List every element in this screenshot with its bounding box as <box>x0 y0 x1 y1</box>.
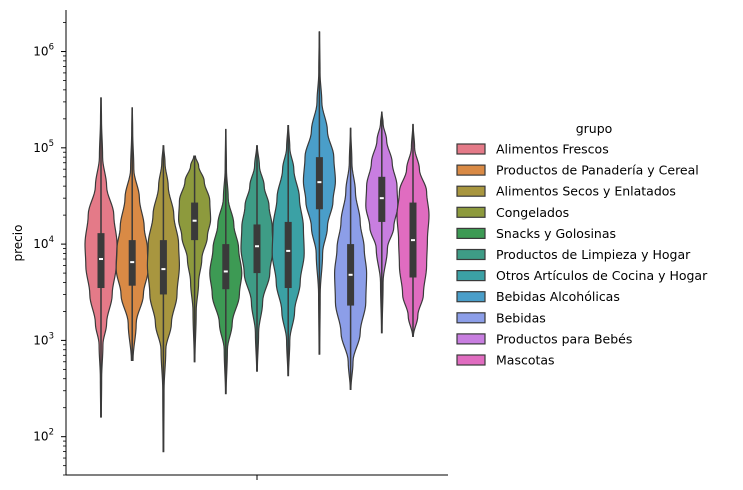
legend-swatch <box>456 354 486 366</box>
violin <box>333 127 368 390</box>
legend-swatch <box>456 291 486 303</box>
legend-item: Congelados <box>456 205 569 220</box>
legend-item: Bebidas <box>456 310 546 325</box>
legend-label: Snacks y Golosinas <box>496 226 616 241</box>
legend-label: Alimentos Frescos <box>496 142 609 157</box>
legend-swatch <box>456 270 486 282</box>
y-axis-label: precio <box>11 225 25 262</box>
violin-iqr-box <box>159 240 167 295</box>
legend-swatch <box>456 227 486 239</box>
legend-item: Alimentos Secos y Enlatados <box>456 184 676 199</box>
legend-item: Mascotas <box>456 353 555 368</box>
y-tick-label: 103 <box>33 331 54 347</box>
legend-label: Bebidas Alcohólicas <box>496 289 620 304</box>
y-tick-label: 105 <box>33 139 54 155</box>
legend-item: Alimentos Frescos <box>456 142 609 157</box>
violin <box>271 125 305 377</box>
violin-iqr-box <box>97 233 105 289</box>
legend-label: Productos de Panadería y Cereal <box>496 163 699 178</box>
legend-items: Alimentos Frescos Productos de Panadería … <box>456 142 708 368</box>
legend-swatch <box>456 143 486 155</box>
violin-iqr-box <box>378 176 386 222</box>
y-tick-label: 104 <box>33 235 54 251</box>
y-ticks: 102 103 104 105 106 <box>33 22 66 476</box>
violin-iqr-box <box>222 244 230 290</box>
legend-label: Alimentos Secos y Enlatados <box>496 184 676 199</box>
y-tick-label: 102 <box>33 428 54 444</box>
legend-title: grupo <box>576 121 613 136</box>
violin-iqr-box <box>284 221 292 289</box>
legend-swatch <box>456 312 486 324</box>
legend-item: Productos de Panadería y Cereal <box>456 163 699 178</box>
violin <box>209 128 243 395</box>
legend-label: Congelados <box>496 205 569 220</box>
legend-label: Productos para Bebés <box>496 331 632 346</box>
violin-iqr-box <box>253 224 261 274</box>
legend: grupo Alimentos Frescos Productos de Pana… <box>456 121 708 368</box>
legend-item: Otros Artículos de Cocina y Hogar <box>456 268 708 283</box>
violin <box>302 31 337 355</box>
legend-item: Snacks y Golosinas <box>456 226 616 241</box>
legend-swatch <box>456 206 486 218</box>
axes <box>65 10 448 480</box>
violin <box>84 97 118 418</box>
legend-label: Otros Artículos de Cocina y Hogar <box>496 268 708 283</box>
legend-swatch <box>456 333 486 345</box>
violin <box>396 123 430 338</box>
plot-area <box>84 31 430 453</box>
legend-label: Bebidas <box>496 310 546 325</box>
legend-label: Productos de Limpieza y Hogar <box>496 247 691 262</box>
violin <box>177 155 212 363</box>
violin <box>365 111 399 334</box>
legend-swatch <box>456 185 486 197</box>
violin <box>240 145 274 372</box>
legend-item: Productos de Limpieza y Hogar <box>456 247 691 262</box>
y-tick-label: 106 <box>33 43 54 59</box>
violin <box>146 145 181 453</box>
violin <box>115 107 149 361</box>
legend-item: Productos para Bebés <box>456 331 632 346</box>
violin-iqr-box <box>315 157 323 210</box>
legend-swatch <box>456 248 486 261</box>
legend-label: Mascotas <box>496 353 555 368</box>
legend-item: Bebidas Alcohólicas <box>456 289 620 304</box>
legend-swatch <box>456 164 486 176</box>
